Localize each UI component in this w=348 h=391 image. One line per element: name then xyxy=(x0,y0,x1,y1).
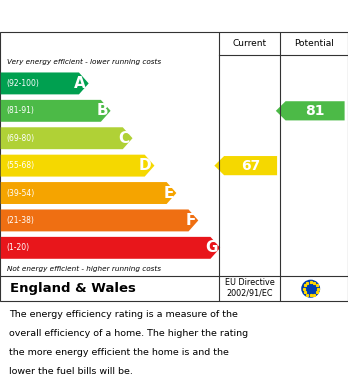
Text: (1-20): (1-20) xyxy=(6,243,29,252)
Text: 67: 67 xyxy=(241,159,260,172)
Text: Not energy efficient - higher running costs: Not energy efficient - higher running co… xyxy=(7,266,161,272)
Text: lower the fuel bills will be.: lower the fuel bills will be. xyxy=(9,367,133,376)
Text: overall efficiency of a home. The higher the rating: overall efficiency of a home. The higher… xyxy=(9,329,248,338)
Text: (69-80): (69-80) xyxy=(6,134,34,143)
Text: (39-54): (39-54) xyxy=(6,188,34,197)
Text: Potential: Potential xyxy=(294,39,334,48)
Text: the more energy efficient the home is and the: the more energy efficient the home is an… xyxy=(9,348,229,357)
Text: E: E xyxy=(163,185,174,201)
Polygon shape xyxy=(276,101,345,120)
Polygon shape xyxy=(1,100,111,122)
Text: (92-100): (92-100) xyxy=(6,79,39,88)
Text: A: A xyxy=(74,76,86,91)
Text: (21-38): (21-38) xyxy=(6,216,34,225)
Text: The energy efficiency rating is a measure of the: The energy efficiency rating is a measur… xyxy=(9,310,238,319)
Polygon shape xyxy=(1,237,220,259)
Polygon shape xyxy=(1,72,89,94)
Text: (81-91): (81-91) xyxy=(6,106,34,115)
Text: Very energy efficient - lower running costs: Very energy efficient - lower running co… xyxy=(7,59,161,65)
Polygon shape xyxy=(1,127,133,149)
Polygon shape xyxy=(1,210,198,231)
Text: England & Wales: England & Wales xyxy=(10,282,136,295)
Text: Energy Efficiency Rating: Energy Efficiency Rating xyxy=(9,9,211,23)
Ellipse shape xyxy=(301,280,320,298)
Text: D: D xyxy=(139,158,152,173)
Polygon shape xyxy=(1,155,155,177)
Polygon shape xyxy=(1,182,176,204)
Text: F: F xyxy=(185,213,196,228)
Text: EU Directive
2002/91/EC: EU Directive 2002/91/EC xyxy=(225,278,275,297)
Polygon shape xyxy=(214,156,277,175)
Text: 81: 81 xyxy=(305,104,325,118)
Text: B: B xyxy=(96,103,108,118)
Text: Current: Current xyxy=(232,39,267,48)
Text: (55-68): (55-68) xyxy=(6,161,34,170)
Text: C: C xyxy=(119,131,130,146)
Text: G: G xyxy=(205,240,218,255)
